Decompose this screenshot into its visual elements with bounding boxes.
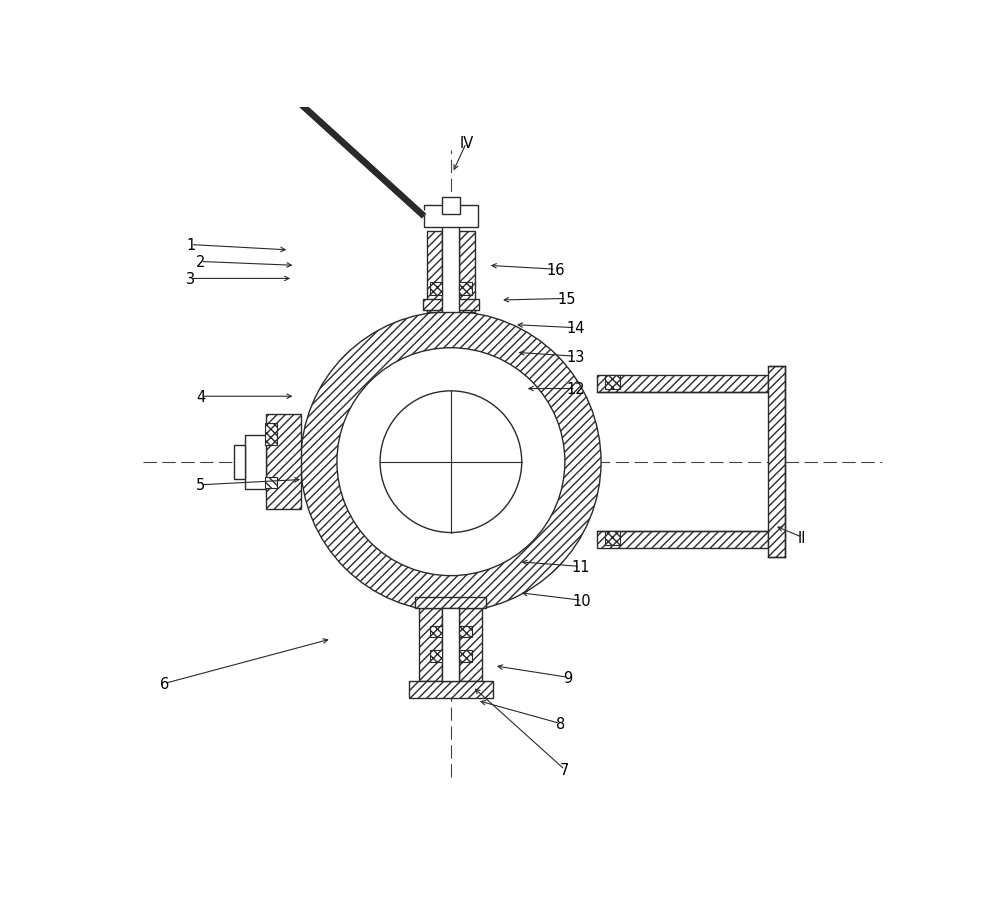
Bar bbox=[419, 609, 442, 682]
Bar bbox=[430, 283, 442, 295]
Text: 9: 9 bbox=[563, 670, 573, 685]
Text: 4: 4 bbox=[196, 389, 205, 405]
Text: 16: 16 bbox=[546, 263, 565, 277]
Bar bbox=[442, 212, 459, 312]
Bar bbox=[430, 650, 442, 662]
Bar bbox=[459, 650, 472, 662]
Text: 11: 11 bbox=[571, 559, 590, 574]
Bar bbox=[245, 435, 266, 489]
Bar bbox=[430, 626, 442, 638]
Bar bbox=[265, 424, 277, 445]
Bar bbox=[605, 531, 620, 545]
Circle shape bbox=[301, 312, 601, 612]
Bar bbox=[442, 198, 460, 215]
Circle shape bbox=[337, 349, 565, 576]
Circle shape bbox=[380, 391, 522, 533]
Bar bbox=[427, 231, 442, 312]
Bar bbox=[266, 414, 301, 510]
Text: 5: 5 bbox=[196, 478, 205, 493]
Bar bbox=[415, 598, 486, 609]
Text: 12: 12 bbox=[566, 382, 585, 396]
Bar bbox=[423, 300, 479, 311]
Bar bbox=[424, 206, 478, 228]
Bar bbox=[597, 376, 768, 393]
Text: 6: 6 bbox=[160, 676, 169, 691]
Text: 1: 1 bbox=[186, 237, 195, 253]
Bar bbox=[459, 609, 482, 682]
Bar bbox=[597, 531, 768, 548]
Text: 14: 14 bbox=[566, 321, 585, 336]
Bar bbox=[459, 231, 475, 312]
Text: 2: 2 bbox=[196, 255, 205, 270]
Bar bbox=[265, 478, 277, 489]
Bar bbox=[605, 376, 620, 390]
Text: 15: 15 bbox=[557, 292, 576, 307]
Text: IV: IV bbox=[459, 136, 473, 151]
Bar bbox=[768, 367, 785, 557]
Bar bbox=[442, 609, 459, 682]
Text: 7: 7 bbox=[560, 762, 570, 777]
Bar bbox=[234, 445, 245, 479]
Bar bbox=[409, 682, 493, 698]
Text: 8: 8 bbox=[556, 716, 565, 731]
Text: II: II bbox=[798, 530, 806, 545]
Text: 3: 3 bbox=[186, 272, 195, 286]
Text: 10: 10 bbox=[572, 593, 591, 608]
Text: 13: 13 bbox=[566, 349, 585, 364]
Bar bbox=[459, 283, 472, 295]
Bar bbox=[459, 626, 472, 638]
